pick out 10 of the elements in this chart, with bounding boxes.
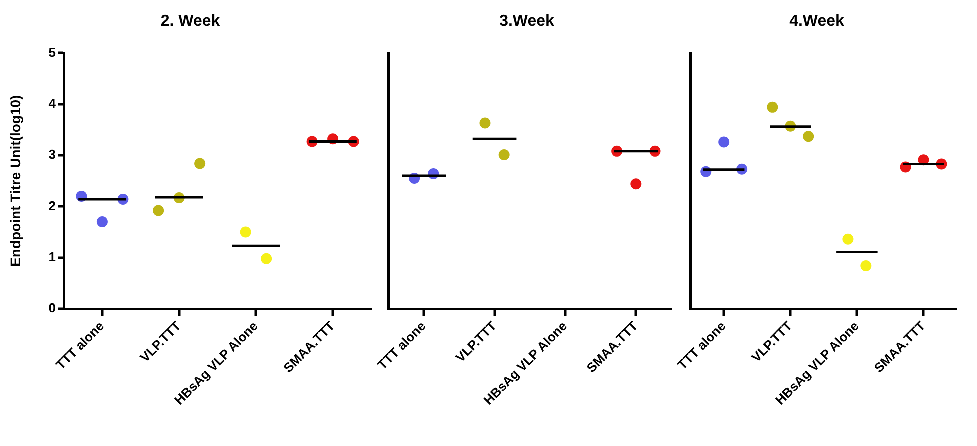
y-tick-label: 3 — [48, 147, 56, 162]
chart-title: 2. Week — [160, 13, 220, 30]
y-axis-title: Endpoint Titre Unit(log10) — [7, 95, 24, 267]
y-tick-label: 1 — [48, 249, 56, 264]
y-tick-label: 5 — [48, 44, 56, 60]
y-tick-label: 0 — [48, 300, 56, 316]
y-tick-label: 2 — [48, 198, 56, 214]
chart-title: 3.Week — [500, 13, 555, 30]
chart-title: 4.Week — [790, 13, 845, 30]
y-tick-label: 4 — [48, 96, 57, 111]
